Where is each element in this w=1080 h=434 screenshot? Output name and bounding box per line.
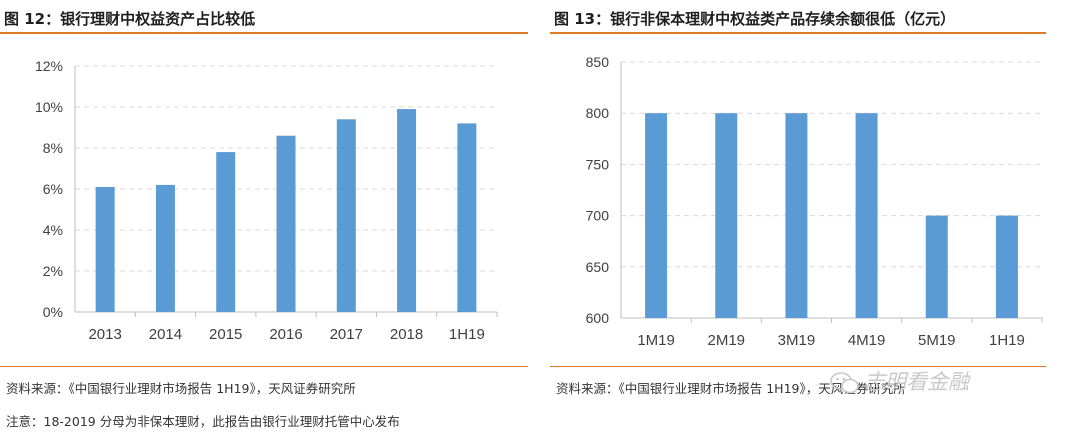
y-tick-label: 6%: [43, 181, 63, 197]
bar: [855, 113, 878, 318]
x-tick-label: 2018: [390, 326, 423, 343]
y-tick-label: 800: [586, 105, 610, 121]
y-tick-label: 700: [586, 208, 610, 224]
bar: [715, 113, 738, 318]
y-tick-label: 650: [586, 259, 610, 275]
y-tick-label: 750: [586, 156, 610, 172]
bar: [95, 186, 115, 312]
title-rule: [550, 32, 1046, 34]
y-tick-label: 2%: [43, 263, 63, 279]
bar: [995, 215, 1018, 318]
x-tick-label: 2M19: [707, 332, 745, 349]
bar-chart-equity-balance: 600 650 700 750 800 850 1M19 2M19 3M19 4M19 5M19 1H…: [586, 54, 1043, 349]
y-tick-label: 4%: [43, 222, 63, 238]
chart-title: 图 12：银行理财中权益资产占比较低: [4, 10, 256, 28]
x-tick-label: 2017: [330, 326, 363, 343]
bar: [397, 109, 417, 312]
chart-panel-left: 图 12：银行理财中权益资产占比较低 0% 2% 4% 6% 8% 10% 12% 2013 2…: [0, 0, 530, 434]
x-tick-label: 3M19: [778, 332, 816, 349]
bar: [785, 113, 808, 318]
chart-panel-right: 图 13：银行非保本理财中权益类产品存续余额很低（亿元） 600 650 700 75…: [550, 0, 1080, 434]
bar: [645, 113, 668, 318]
x-tick-label: 1M19: [637, 332, 675, 349]
wechat-logo-icon: [830, 372, 859, 394]
source-text: 资料来源：《中国银行业理财市场报告 1H19》，天风证券研究所: [556, 381, 906, 396]
x-tick-label: 2014: [149, 326, 182, 343]
x-tick-label: 5M19: [918, 332, 956, 349]
x-tick-label: 1H19: [449, 326, 485, 343]
bar: [155, 184, 175, 312]
bar-chart-equity-share: 0% 2% 4% 6% 8% 10% 12% 2013 2014 2015 2016 2017 2018…: [35, 58, 498, 343]
note-text: 注意：18-2019 分母为非保本理财，此报告由银行业理财托管中心发布: [6, 414, 400, 429]
bar: [925, 215, 948, 318]
source-rule: [0, 366, 528, 367]
x-tick-label: 2013: [88, 326, 121, 343]
y-tick-label: 850: [586, 54, 610, 70]
source-text: 资料来源：《中国银行业理财市场报告 1H19》，天风证券研究所: [6, 381, 356, 396]
watermark-text: 志明看金融: [864, 370, 969, 394]
source-rule: [550, 366, 1046, 367]
y-tick-label: 0%: [43, 304, 63, 320]
bar: [276, 135, 296, 312]
bar: [216, 152, 236, 312]
chart-title: 图 13：银行非保本理财中权益类产品存续余额很低（亿元）: [554, 10, 956, 28]
title-rule: [0, 32, 528, 34]
bar: [457, 123, 477, 313]
bar: [336, 119, 356, 312]
y-tick-label: 8%: [43, 140, 63, 156]
x-tick-label: 2016: [269, 326, 302, 343]
x-tick-label: 4M19: [848, 332, 886, 349]
y-tick-label: 12%: [35, 58, 63, 74]
x-tick-label: 2015: [209, 326, 242, 343]
y-tick-label: 600: [586, 310, 610, 326]
x-tick-label: 1H19: [989, 332, 1025, 349]
watermark: 志明看金融: [830, 366, 969, 396]
y-tick-label: 10%: [35, 99, 63, 115]
